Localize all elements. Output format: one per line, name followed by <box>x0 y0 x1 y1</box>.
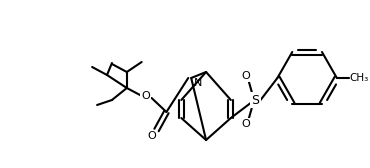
Text: O: O <box>147 131 156 141</box>
Text: N: N <box>194 78 202 88</box>
Text: CH₃: CH₃ <box>349 73 368 83</box>
Text: O: O <box>241 71 250 81</box>
Text: O: O <box>241 119 250 129</box>
Text: S: S <box>252 94 260 107</box>
Text: O: O <box>141 91 150 101</box>
